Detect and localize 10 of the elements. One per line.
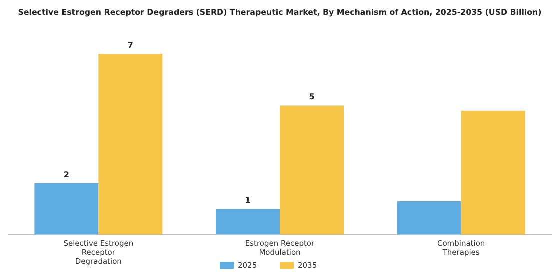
bar xyxy=(397,201,462,235)
data-label: 7 xyxy=(128,41,134,50)
data-label: 5 xyxy=(309,92,316,102)
data-label: 1 xyxy=(245,196,252,206)
bar xyxy=(216,209,280,235)
bar xyxy=(34,183,99,235)
data-label: 2 xyxy=(64,170,70,180)
bar xyxy=(98,54,163,235)
bar xyxy=(461,110,526,235)
bar xyxy=(280,106,344,235)
